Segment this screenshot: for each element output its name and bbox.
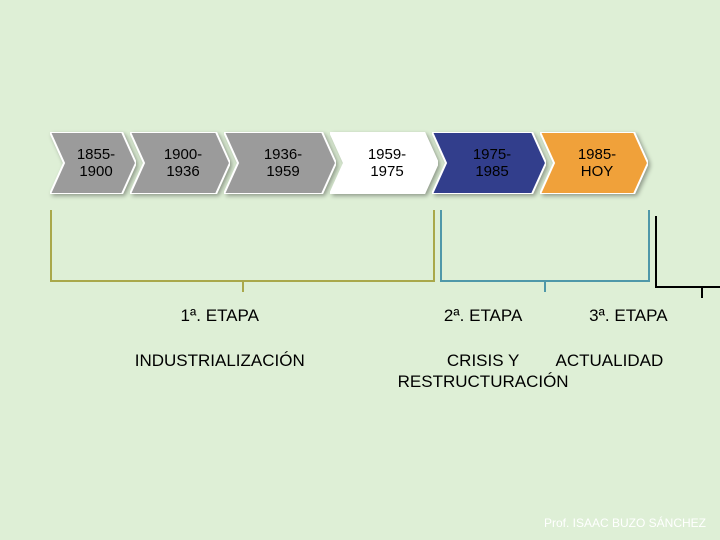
stage-bracket — [50, 210, 435, 282]
chevron-label: 1985-HOY — [572, 146, 616, 181]
chevron-period: 1985-HOY — [540, 132, 648, 194]
stage-title: 2ª. ETAPA — [390, 306, 577, 326]
chevron-period: 1975-1985 — [432, 132, 546, 194]
chevron-label: 1959-1975 — [362, 146, 406, 181]
chevron-period: 1959-1975 — [330, 132, 438, 194]
bracket-group — [50, 210, 680, 310]
chevron-period: 1855-1900 — [50, 132, 136, 194]
chevron-period: 1900-1936 — [130, 132, 230, 194]
stage-title: 1ª. ETAPA — [50, 306, 390, 326]
stage-column: 1ª. ETAPA INDUSTRIALIZACIÓN — [50, 306, 390, 393]
stage-row: 1ª. ETAPAINDUSTRIALIZACIÓN2ª. ETAPACRISI… — [50, 306, 680, 393]
stage-title: 3ª. ETAPA — [577, 306, 680, 326]
stage-bracket — [440, 210, 650, 282]
chevron-label: 1855-1900 — [71, 146, 115, 181]
chevron-label: 1936-1959 — [258, 146, 302, 181]
slide: 1855-1900 1900-1936 1936-1959 1959-1975 1975… — [0, 0, 720, 540]
chevron-timeline: 1855-1900 1900-1936 1936-1959 1959-1975 1975… — [50, 132, 642, 194]
author-credit: Prof. ISAAC BUZO SÁNCHEZ — [544, 516, 706, 530]
chevron-period: 1936-1959 — [224, 132, 336, 194]
chevron-label: 1975-1985 — [467, 146, 511, 181]
stage-subtitle: INDUSTRIALIZACIÓN — [50, 350, 390, 371]
chevron-label: 1900-1936 — [158, 146, 202, 181]
stage-subtitle: ACTUALIDAD — [539, 350, 680, 371]
stage-column: 3ª. ETAPAACTUALIDAD — [577, 306, 680, 393]
stage-bracket — [655, 216, 720, 288]
